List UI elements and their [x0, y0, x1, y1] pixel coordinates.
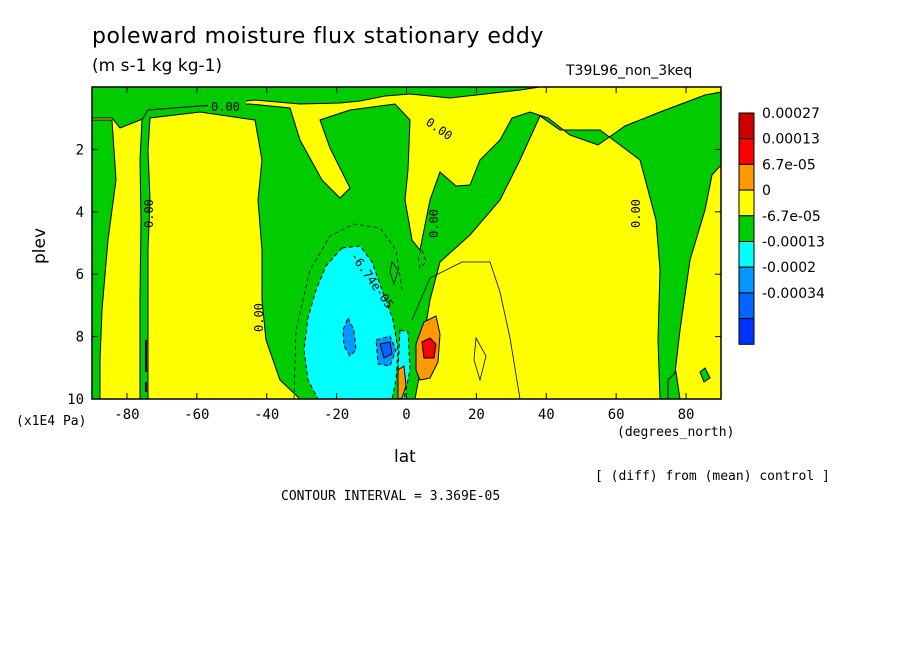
experiment-label: T39L96_non_3keq [566, 63, 693, 79]
contour-fields [92, 87, 721, 399]
field-deep-blue-core [379, 341, 393, 359]
y-tick-label: 8 [76, 330, 84, 346]
legend-swatch [738, 318, 755, 345]
legend-label: 0 [762, 183, 771, 199]
x-tick-label: 60 [608, 407, 625, 423]
field-green-right-strip [667, 370, 681, 399]
legend-label: -0.0002 [762, 260, 816, 276]
x-axis-ticks: -80 -60 -40 -20 0 20 40 60 80 [114, 87, 694, 423]
legend-label: -6.7e-05 [762, 209, 821, 225]
y-tick-label: 4 [76, 205, 84, 221]
legend-swatch [738, 215, 755, 243]
legend-label: 0.00013 [762, 132, 820, 148]
contour-label-bg-1 [208, 99, 246, 113]
contour-line-negative-outer [293, 223, 403, 399]
contour-line-positive-inner [473, 336, 487, 382]
contour-line-equator [389, 261, 399, 286]
x-tick-label: -20 [324, 407, 349, 423]
contour-label-3: 0.00 [142, 199, 156, 228]
x-tick-label: 0 [402, 407, 410, 423]
legend-swatch [738, 241, 755, 268]
x-tick-label: -60 [184, 407, 209, 423]
field-green-left-column [92, 119, 117, 399]
contour-line-positive-outer [411, 261, 521, 399]
x-tick-label: 20 [468, 407, 485, 423]
legend-label: -0.00013 [762, 235, 825, 251]
chart-title: poleward moisture flux stationary eddy [92, 24, 544, 49]
field-cyan-lobe [303, 245, 399, 399]
field-green-center [139, 91, 721, 399]
legend-label: 0.00027 [762, 106, 820, 122]
legend-label: 6.7e-05 [762, 157, 816, 173]
y-tick-label: 10 [67, 392, 84, 408]
y-tick-label: 2 [76, 142, 84, 158]
contour-label-6: 0.00 [252, 303, 266, 332]
x-tick-label: 80 [678, 407, 695, 423]
legend-swatch [738, 266, 755, 294]
diff-note: [ (diff) from (mean) control ] [595, 469, 830, 484]
x-tick-label: -40 [254, 407, 279, 423]
contour-interval: CONTOUR INTERVAL = 3.369E-05 [281, 489, 501, 504]
legend-swatch [738, 292, 755, 320]
y-axis-ticks: 2 4 6 8 10 [67, 142, 721, 408]
contour-line-negative-small [417, 249, 427, 269]
contour-label-5: 0.00 [629, 199, 643, 228]
legend-swatch [738, 112, 755, 140]
x-axis-label: lat [394, 447, 416, 467]
field-red-core [421, 337, 437, 359]
x-unit-label: (degrees_north) [617, 425, 735, 440]
legend-swatch [738, 189, 755, 217]
chart-units: (m s-1 kg kg-1) [92, 56, 223, 76]
legend-swatch [738, 138, 755, 165]
x-tick-label: -80 [114, 407, 139, 423]
field-orange-sliver [397, 365, 407, 399]
contour-label-1: 0.00 [211, 100, 240, 114]
legend-label: -0.00034 [762, 286, 825, 302]
color-legend: 0.00027 0.00013 6.7e-05 0 -6.7e-05 -0.00013 -0… [738, 106, 825, 345]
field-green-right-edge [699, 367, 711, 383]
y-tick-label: 6 [76, 267, 84, 283]
x-tick-label: 40 [538, 407, 555, 423]
legend-swatch [738, 163, 755, 191]
y-scale-label: (x1E4 Pa) [16, 414, 87, 429]
field-blue-core-left [342, 316, 357, 357]
contour-label-4: 0.00 [427, 209, 441, 238]
field-green-top-left [92, 87, 541, 129]
